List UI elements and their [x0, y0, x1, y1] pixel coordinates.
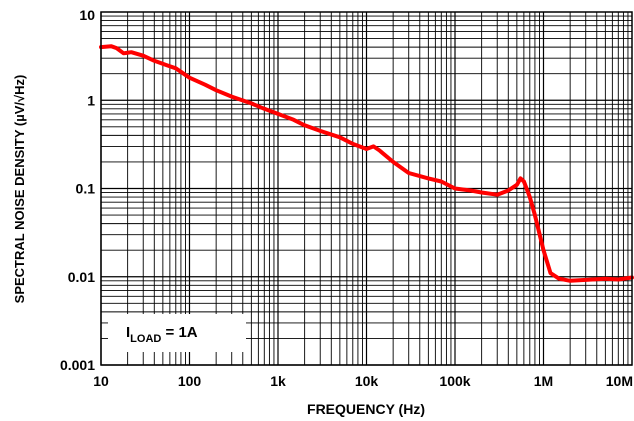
plot-frame [100, 11, 633, 366]
y-tick-label: 1 [87, 92, 95, 108]
x-tick-labels: 10 100 1k 10k 100k 1M 10M [93, 373, 633, 389]
x-tick-label: 100 [178, 373, 202, 389]
y-tick-label: 0.01 [68, 269, 95, 285]
x-tick-label: 10k [355, 373, 379, 389]
noise-density-series [99, 44, 634, 283]
x-tick-label: 10 [93, 373, 109, 389]
annotation-main: I [126, 324, 130, 341]
annotation-sub: LOAD [130, 333, 161, 345]
annotation-text: ILOAD = 1A [126, 324, 198, 345]
x-tick-label: 1k [270, 373, 286, 389]
y-tick-label: 10 [79, 7, 95, 23]
grid [100, 12, 632, 366]
series-layer [99, 44, 634, 283]
annotation-box [108, 314, 246, 352]
x-tick-label: 1M [534, 373, 553, 389]
x-axis-label: FREQUENCY (Hz) [307, 401, 425, 417]
annotation-rest: = 1A [161, 324, 197, 341]
x-tick-label: 10M [606, 373, 633, 389]
y-axis-label: SPECTRAL NOISE DENSITY (µV/√Hz) [12, 75, 27, 304]
load-annotation: ILOAD = 1A [108, 314, 246, 352]
x-tick-label: 100k [439, 373, 470, 389]
y-tick-label: 0.1 [76, 181, 96, 197]
y-tick-labels: 0.001 0.01 0.1 1 10 [60, 7, 95, 373]
y-tick-label: 0.001 [60, 357, 95, 373]
